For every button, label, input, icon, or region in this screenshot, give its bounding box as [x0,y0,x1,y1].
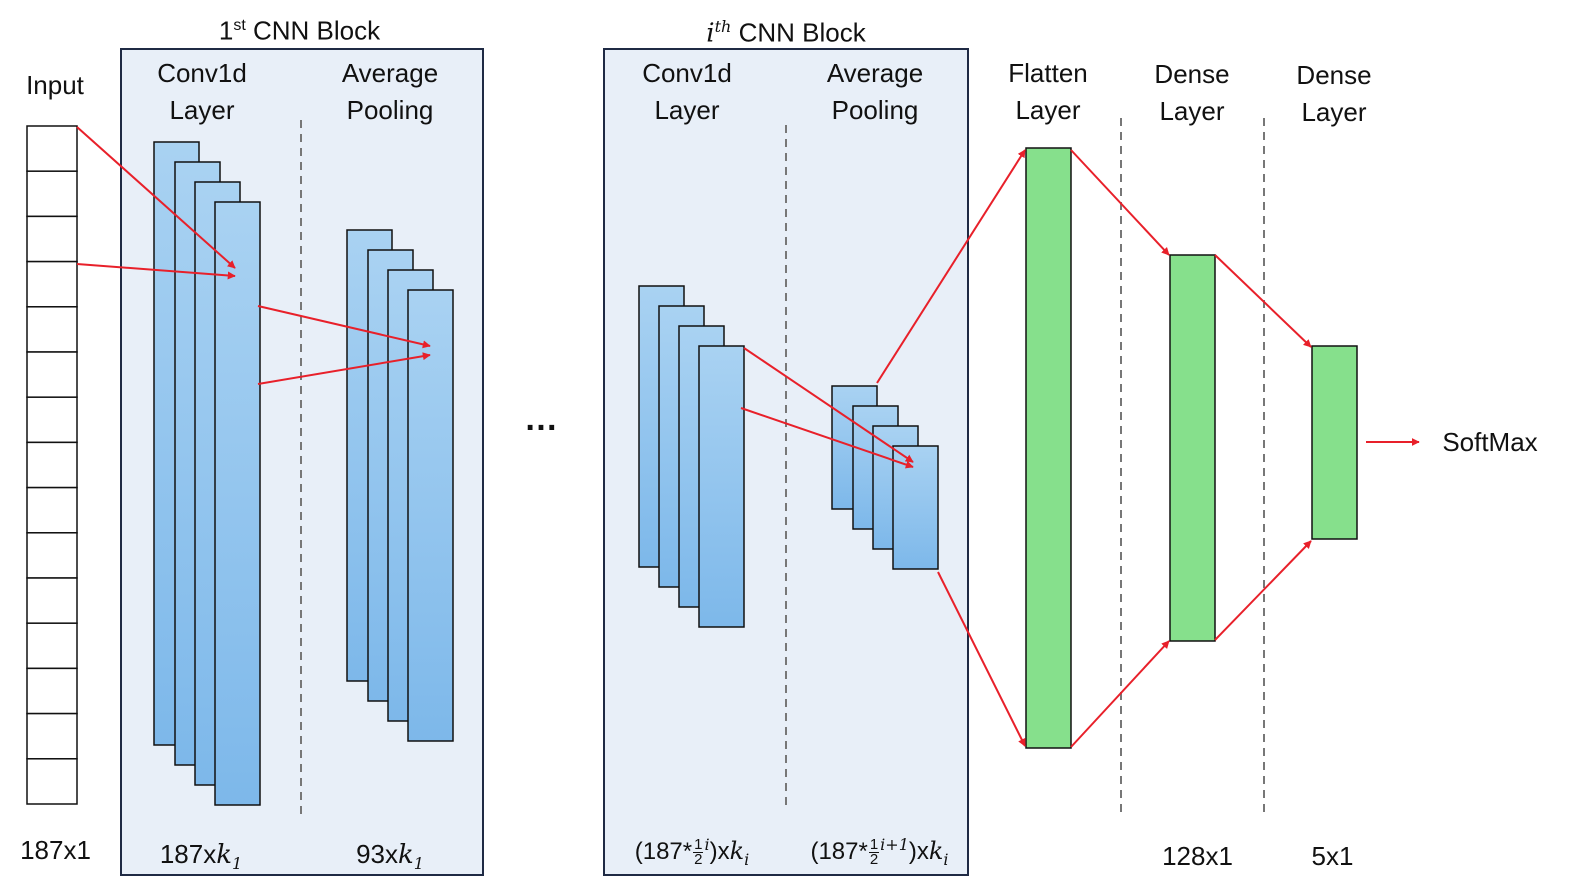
block-i-conv-dim: (187* 1 2 i)xki [634,835,750,869]
conv-feature-map [214,201,261,806]
arrow [1214,540,1312,641]
conv-feature-map [698,345,745,628]
block-ellipsis: … [524,400,560,438]
pool-feature-map [407,289,454,742]
arrow [876,149,1026,384]
input-cell [26,351,78,398]
input-size-label: 187x1 [20,835,91,865]
input-cell [26,170,78,218]
block-1-pool-stack [346,229,454,742]
block-i-conv-stack [638,285,745,628]
arrow [76,263,236,280]
arrow [257,305,431,349]
softmax-label: SoftMax [1442,427,1538,457]
arrow [1070,640,1170,748]
block-1-conv-label: Conv1d Layer [157,58,247,125]
block-1-title: 1st CNN Block [218,15,381,46]
flatten-layer-bar [1025,147,1072,749]
input-cell [26,306,78,353]
input-cell [26,532,78,579]
pool-feature-map [892,445,939,570]
input-cell [26,758,78,805]
dense-layer-1-size: 128x1 [1162,841,1233,871]
block-1-pool-label: Average Pooling [341,58,439,125]
block-i-pool-label: Average Pooling [826,58,924,125]
input-cell [26,441,78,489]
block-i-title: ith CNN Block [706,17,866,49]
flatten-layer-label: Flatten Layer [1008,58,1088,125]
dense-layer-2-label: Dense Layer [1296,60,1372,127]
arrow [76,126,236,269]
block-1-conv-stack [153,141,261,806]
input-cell [26,712,78,760]
input-cell [26,577,78,624]
dense-layer-2-size: 5x1 [1311,841,1354,871]
block-i-conv-label: Conv1d Layer [642,58,732,125]
block-i-pool-stack [831,385,939,570]
connection-arrows [76,126,1420,748]
input-vector [26,125,78,805]
input-cell [26,622,78,670]
input-cell [26,486,78,534]
input-cell [26,215,78,263]
arrow [937,571,1026,747]
input-cell [26,260,78,308]
dense-layer-5-bar [1311,345,1358,540]
input-cell [26,125,78,172]
dense-layer-128-bar [1169,254,1216,642]
input-cell [26,667,78,715]
arrow [1070,149,1170,256]
block-1-conv-dim: 187xk1 [159,839,243,874]
arrow [743,347,914,463]
input-cell [26,396,78,444]
input-label: Input [26,70,84,100]
arrow [1214,254,1312,348]
arrow [257,352,431,385]
block-i-pool-dim: (187* 1 2 i+1)xki [810,835,949,869]
dense-layer-1-label: Dense Layer [1154,59,1230,126]
arrow [740,407,914,469]
block-1-pool-dim: 93xk1 [356,839,424,874]
